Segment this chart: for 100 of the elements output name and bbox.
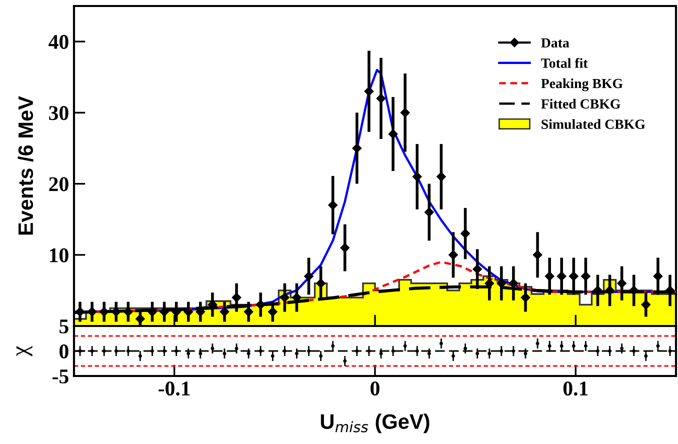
point bbox=[282, 349, 286, 353]
point bbox=[629, 286, 638, 296]
point bbox=[536, 342, 540, 346]
y-tick-label: 30 bbox=[49, 106, 68, 120]
legend-label: Fitted CBKG bbox=[541, 98, 620, 109]
point bbox=[388, 129, 398, 139]
point bbox=[331, 344, 335, 348]
point bbox=[608, 349, 612, 353]
point bbox=[460, 228, 470, 238]
point bbox=[304, 272, 314, 281]
point bbox=[391, 349, 395, 353]
point bbox=[512, 349, 516, 353]
point bbox=[448, 250, 458, 260]
point bbox=[268, 307, 278, 316]
point bbox=[439, 342, 443, 346]
point bbox=[620, 346, 624, 350]
point bbox=[532, 250, 542, 260]
point bbox=[436, 172, 446, 182]
y-axis-title: Events /6 MeV bbox=[18, 96, 34, 235]
point bbox=[572, 344, 576, 348]
point bbox=[220, 307, 230, 316]
point bbox=[596, 349, 600, 353]
point bbox=[258, 349, 262, 353]
point bbox=[280, 292, 290, 302]
point bbox=[400, 108, 410, 118]
point bbox=[520, 292, 530, 302]
point bbox=[75, 307, 85, 316]
x-tick-label: -0.1 bbox=[158, 381, 190, 396]
point bbox=[99, 307, 109, 316]
point bbox=[162, 349, 166, 353]
point bbox=[246, 352, 250, 356]
point bbox=[328, 200, 338, 210]
point bbox=[270, 354, 274, 358]
point bbox=[581, 272, 590, 281]
point bbox=[379, 352, 383, 356]
point bbox=[244, 307, 254, 316]
point bbox=[668, 349, 672, 353]
point bbox=[500, 349, 504, 353]
point bbox=[90, 349, 94, 353]
point bbox=[476, 352, 480, 356]
point bbox=[343, 359, 347, 363]
point bbox=[138, 354, 142, 358]
point bbox=[403, 344, 407, 348]
point bbox=[319, 354, 323, 358]
y-tick-label: 5 bbox=[60, 320, 68, 334]
point bbox=[605, 286, 614, 296]
point bbox=[464, 346, 468, 350]
point bbox=[484, 278, 494, 288]
point bbox=[234, 346, 238, 350]
point bbox=[307, 349, 311, 353]
point bbox=[641, 300, 651, 310]
point bbox=[556, 272, 566, 281]
point bbox=[184, 307, 194, 316]
point bbox=[295, 352, 298, 356]
point bbox=[472, 264, 482, 274]
point bbox=[136, 314, 145, 324]
point bbox=[424, 208, 434, 217]
point bbox=[617, 278, 626, 288]
point bbox=[126, 349, 130, 353]
legend-label: Simulated CBKG bbox=[542, 119, 646, 129]
x-axis-title: U$_{miss}$ (GeV) bbox=[320, 414, 430, 434]
point bbox=[524, 352, 528, 356]
point bbox=[355, 349, 359, 353]
point bbox=[186, 352, 190, 356]
point bbox=[256, 300, 266, 310]
y-tick-label: 40 bbox=[48, 34, 68, 49]
legend-label: Total fit bbox=[541, 58, 588, 68]
point bbox=[87, 307, 97, 316]
x-tick-label: 0.1 bbox=[563, 381, 588, 396]
legend-label: Data bbox=[541, 38, 570, 48]
point bbox=[569, 272, 578, 281]
point bbox=[653, 272, 663, 281]
point bbox=[376, 94, 386, 104]
point bbox=[593, 286, 602, 296]
point bbox=[364, 86, 374, 96]
point bbox=[78, 349, 82, 353]
point bbox=[316, 278, 326, 288]
legend-label: Peaking BKG bbox=[541, 78, 623, 92]
point bbox=[632, 349, 636, 353]
point bbox=[412, 172, 422, 182]
point bbox=[544, 272, 554, 281]
point bbox=[508, 278, 518, 288]
point bbox=[150, 349, 154, 353]
point bbox=[124, 307, 133, 316]
point bbox=[584, 344, 588, 348]
y-tick-label: 0 bbox=[60, 344, 68, 358]
point bbox=[452, 354, 455, 358]
point bbox=[352, 144, 362, 153]
point bbox=[656, 344, 660, 348]
point bbox=[367, 349, 371, 353]
point bbox=[112, 307, 121, 316]
y-tick-label: -5 bbox=[52, 370, 68, 384]
point bbox=[665, 286, 675, 296]
y-tick-label: 20 bbox=[49, 177, 68, 192]
point bbox=[160, 307, 169, 316]
y-tick-label: 10 bbox=[50, 248, 68, 262]
point bbox=[222, 352, 226, 356]
y-axis-title: χ bbox=[16, 346, 32, 356]
point bbox=[232, 292, 242, 302]
point bbox=[560, 344, 564, 348]
